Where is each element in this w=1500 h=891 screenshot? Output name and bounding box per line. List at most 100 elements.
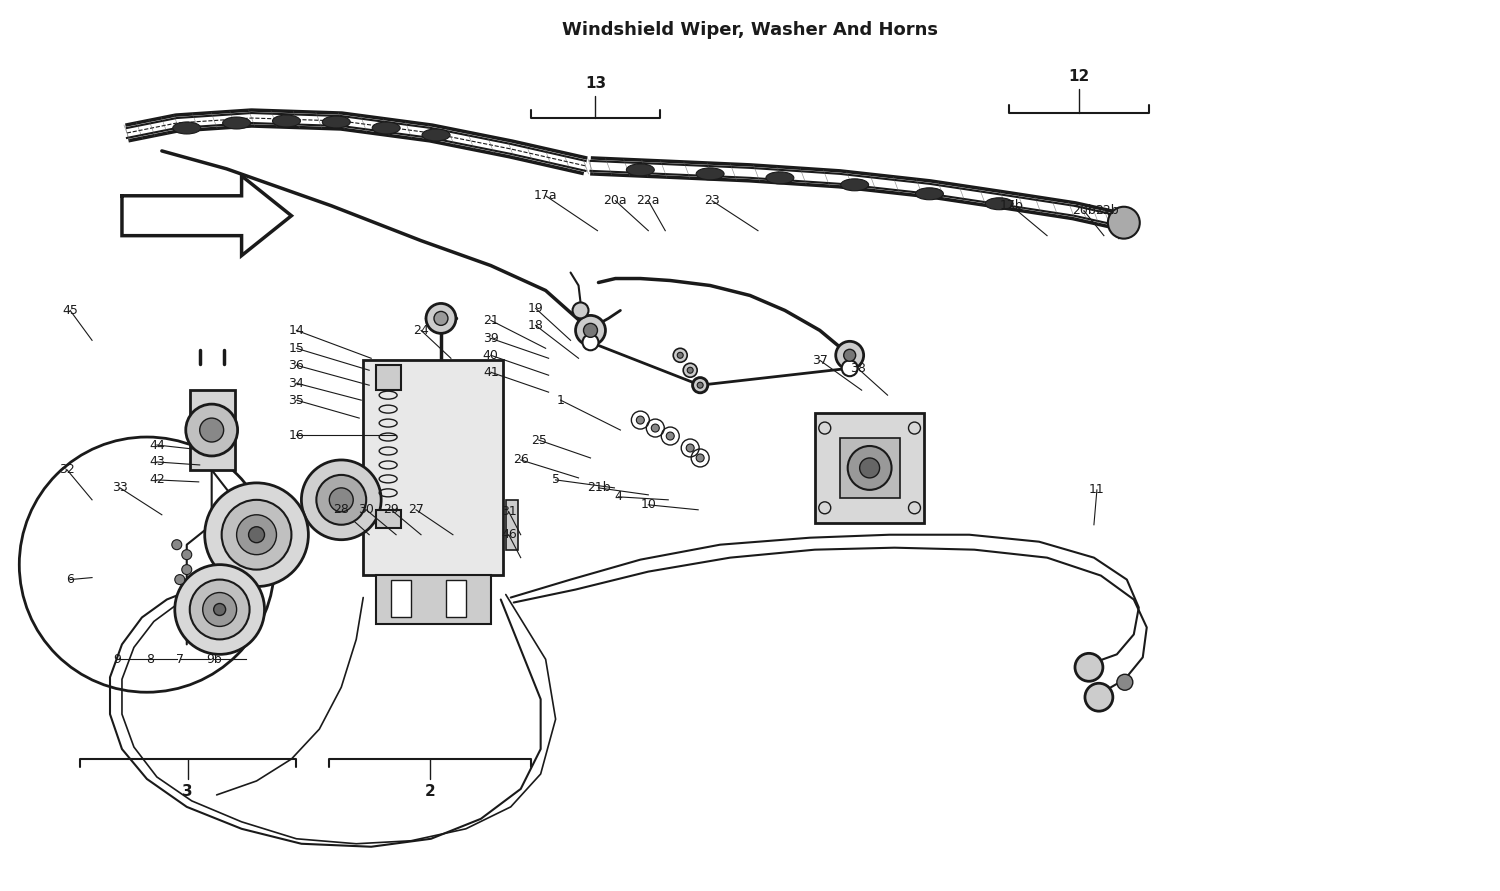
Circle shape <box>186 405 237 456</box>
Circle shape <box>676 352 682 358</box>
Bar <box>376 365 400 390</box>
Text: 37: 37 <box>812 354 828 367</box>
Text: 20a: 20a <box>603 194 627 208</box>
Circle shape <box>176 565 264 654</box>
Circle shape <box>200 418 223 442</box>
Text: 30: 30 <box>358 503 374 516</box>
Circle shape <box>847 446 891 490</box>
Ellipse shape <box>696 168 724 180</box>
Bar <box>446 579 466 617</box>
Ellipse shape <box>627 164 654 176</box>
Circle shape <box>190 579 249 640</box>
Text: 19: 19 <box>528 302 543 315</box>
Circle shape <box>204 483 309 586</box>
Text: 35: 35 <box>288 394 304 406</box>
Text: 39: 39 <box>483 331 498 345</box>
Text: 12: 12 <box>1068 69 1089 84</box>
Text: 41: 41 <box>483 365 498 379</box>
Text: 1: 1 <box>556 394 564 406</box>
Circle shape <box>582 334 598 350</box>
Circle shape <box>176 575 184 584</box>
Text: 11: 11 <box>1089 483 1106 496</box>
Text: 9b: 9b <box>206 653 222 666</box>
Bar <box>363 360 502 575</box>
Text: 2: 2 <box>424 784 435 799</box>
Circle shape <box>836 341 864 369</box>
Ellipse shape <box>222 117 251 129</box>
Text: 42: 42 <box>148 473 165 486</box>
Text: 40: 40 <box>483 348 498 362</box>
Polygon shape <box>122 176 291 256</box>
Circle shape <box>687 367 693 373</box>
Circle shape <box>172 540 182 550</box>
Circle shape <box>843 349 855 361</box>
Text: 21b: 21b <box>586 481 610 495</box>
Text: 7: 7 <box>176 653 184 666</box>
Ellipse shape <box>273 115 300 127</box>
Circle shape <box>842 360 858 376</box>
Circle shape <box>674 348 687 363</box>
Circle shape <box>433 312 448 325</box>
Text: 34: 34 <box>288 377 304 389</box>
Ellipse shape <box>766 172 794 184</box>
Text: 26: 26 <box>513 454 528 467</box>
Text: 27: 27 <box>408 503 424 516</box>
Circle shape <box>636 416 645 424</box>
Bar <box>815 413 924 523</box>
Circle shape <box>426 304 456 333</box>
Circle shape <box>182 565 192 575</box>
Text: 9: 9 <box>112 653 122 666</box>
Bar <box>392 579 411 617</box>
Text: 20b: 20b <box>1072 204 1096 217</box>
Circle shape <box>666 432 674 440</box>
Text: 32: 32 <box>60 463 75 477</box>
Circle shape <box>686 444 694 452</box>
Text: 44: 44 <box>148 438 165 452</box>
Circle shape <box>222 500 291 569</box>
Text: 17b: 17b <box>999 200 1023 212</box>
Circle shape <box>584 323 597 338</box>
Circle shape <box>237 515 276 555</box>
Circle shape <box>692 377 708 393</box>
Circle shape <box>249 527 264 543</box>
Circle shape <box>576 315 606 346</box>
Text: 3: 3 <box>183 784 194 799</box>
Ellipse shape <box>322 116 351 128</box>
Text: 25: 25 <box>531 434 546 446</box>
Circle shape <box>1084 683 1113 711</box>
Text: 8: 8 <box>146 653 154 666</box>
Text: 23: 23 <box>704 194 720 208</box>
Ellipse shape <box>915 188 944 200</box>
Text: 38: 38 <box>849 362 865 375</box>
Circle shape <box>698 382 703 388</box>
Circle shape <box>182 550 192 560</box>
Circle shape <box>651 424 660 432</box>
Text: 45: 45 <box>62 304 78 317</box>
Text: 21: 21 <box>483 314 498 327</box>
Bar <box>376 510 400 527</box>
Text: 22b: 22b <box>1095 204 1119 217</box>
Text: 15: 15 <box>288 342 304 355</box>
Text: 24: 24 <box>413 323 429 337</box>
Circle shape <box>302 460 381 540</box>
Bar <box>190 390 234 470</box>
Text: 16: 16 <box>288 429 304 442</box>
Circle shape <box>202 593 237 626</box>
Text: Windshield Wiper, Washer And Horns: Windshield Wiper, Washer And Horns <box>562 21 938 39</box>
Ellipse shape <box>372 122 400 134</box>
Text: 46: 46 <box>501 528 516 541</box>
Circle shape <box>693 378 706 392</box>
Text: 14: 14 <box>288 323 304 337</box>
Text: 4: 4 <box>615 490 622 503</box>
Text: 6: 6 <box>66 573 74 586</box>
Text: 18: 18 <box>528 319 543 331</box>
Ellipse shape <box>172 122 201 134</box>
Circle shape <box>1108 207 1140 239</box>
Bar <box>376 575 490 625</box>
Text: 5: 5 <box>552 473 560 486</box>
Circle shape <box>213 603 225 616</box>
Circle shape <box>316 475 366 525</box>
Text: 43: 43 <box>148 455 165 469</box>
Circle shape <box>573 302 588 318</box>
Ellipse shape <box>422 129 450 141</box>
